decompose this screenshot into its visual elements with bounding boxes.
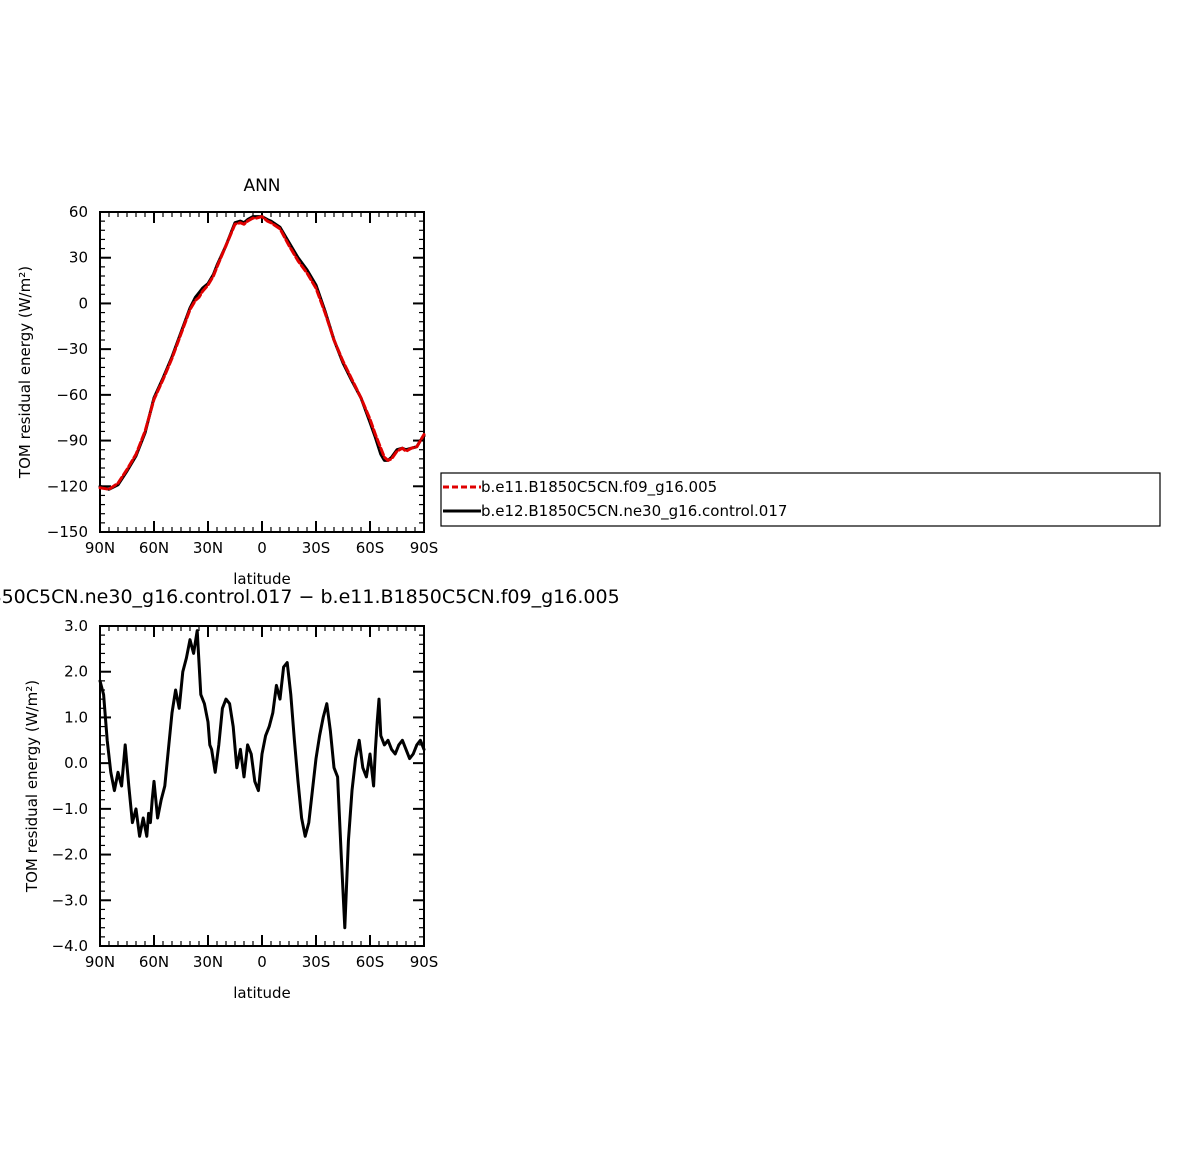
top-y-tick-label: 60 xyxy=(69,203,88,221)
bottom-x-tick-label: 90S xyxy=(410,953,439,971)
bottom-y-tick-label: 0.0 xyxy=(64,754,88,772)
bottom-x-tick-label: 30S xyxy=(302,953,331,971)
bottom-x-tick-label: 60S xyxy=(356,953,385,971)
top-x-tick-label: 90S xyxy=(410,539,439,557)
bottom-y-tick-label: 2.0 xyxy=(64,663,88,681)
bottom-x-axis-label: latitude xyxy=(233,984,291,1002)
bottom-x-tick-label: 0 xyxy=(257,953,267,971)
bottom-plot-area: 90N 60N 30N 0 30S 60S 90S 3.0 2.0 1.0 0.0 −1.0 −2.0 −… xyxy=(52,617,439,971)
top-x-tick-label: 30S xyxy=(302,539,331,557)
top-y-tick-label: −150 xyxy=(47,523,88,541)
top-x-tick-label: 60N xyxy=(139,539,169,557)
top-y-tick-label: −30 xyxy=(56,340,88,358)
bottom-x-tick-label: 90N xyxy=(85,953,115,971)
bottom-plot-frame xyxy=(99,625,425,947)
top-plot-frame xyxy=(99,211,425,533)
top-y-tick-label: −90 xyxy=(56,432,88,450)
top-x-tick-label: 30N xyxy=(193,539,223,557)
top-plot-area: 90N 60N 30N 0 30S 60S 90S 60 30 0 −30 −60 −90 −120 −15… xyxy=(47,203,439,557)
top-y-axis-label: TOM residual energy (W/m²) xyxy=(16,266,34,479)
bottom-y-tick-label: −2.0 xyxy=(52,846,88,864)
bottom-x-tick-label: 60N xyxy=(139,953,169,971)
legend-label-series-1: b.e11.B1850C5CN.f09_g16.005 xyxy=(481,478,717,497)
top-y-tick-label: 30 xyxy=(69,249,88,267)
top-series-line-b-e12-b1850c5cn-ne30-g16-control-017 xyxy=(98,215,426,491)
bottom-y-tick-label: 3.0 xyxy=(64,617,88,635)
top-x-tick-label: 0 xyxy=(257,539,267,557)
top-y-tick-label: 0 xyxy=(78,294,88,312)
legend-box xyxy=(440,472,1161,527)
top-y-tick-label: −120 xyxy=(47,477,88,495)
panel-annual-mean: ANN 90N 60N 30N 0 30S 60S 90S 60 30 0 −30 −60 −90 −12… xyxy=(16,176,438,588)
top-series-line-b-e11-b1850c5cn-f09-g16-005 xyxy=(98,215,426,491)
bottom-y-tick-label: 1.0 xyxy=(64,708,88,726)
bottom-y-tick-label: −3.0 xyxy=(52,891,88,909)
bottom-y-tick-label: −1.0 xyxy=(52,800,88,818)
top-y-tick-label: −60 xyxy=(56,386,88,404)
top-x-tick-label: 60S xyxy=(356,539,385,557)
bottom-y-axis-label: TOM residual energy (W/m²) xyxy=(23,680,41,893)
top-x-axis-label: latitude xyxy=(233,570,291,588)
bottom-x-tick-label: 30N xyxy=(193,953,223,971)
top-panel-title: ANN xyxy=(243,176,280,196)
bottom-panel-title: b.e12.B1850C5CN.ne30_g16.control.017 − b… xyxy=(0,586,620,608)
bottom-y-tick-label: −4.0 xyxy=(52,937,88,955)
panel-difference: b.e12.B1850C5CN.ne30_g16.control.017 − b… xyxy=(0,586,620,1002)
top-x-tick-label: 90N xyxy=(85,539,115,557)
legend: b.e11.B1850C5CN.f09_g16.005 b.e12.B1850C… xyxy=(440,472,1161,527)
legend-label-series-2: b.e12.B1850C5CN.ne30_g16.control.017 xyxy=(481,502,787,521)
bottom-series-line-difference xyxy=(98,629,426,930)
